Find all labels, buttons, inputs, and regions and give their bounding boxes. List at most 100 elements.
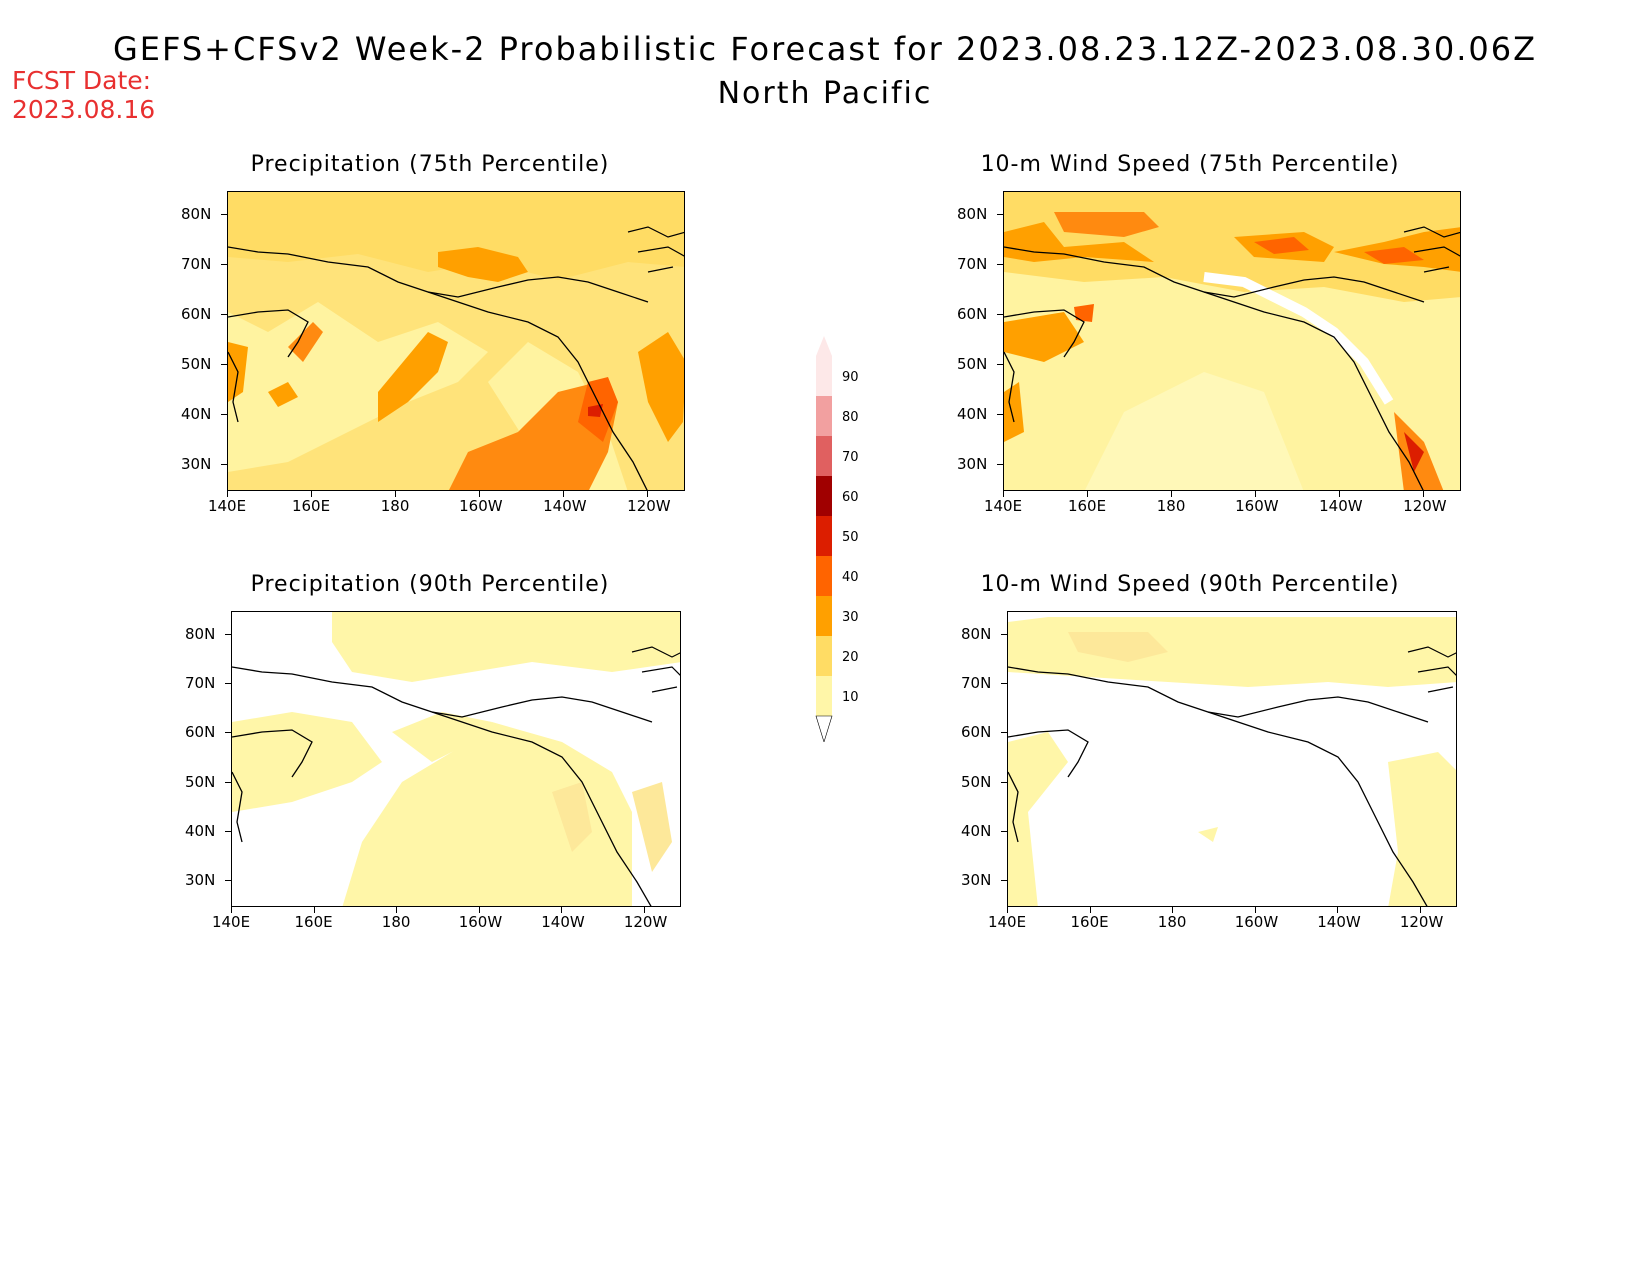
lon-tick-label: 160E: [1070, 913, 1109, 931]
lon-tick-label: 140W: [543, 497, 587, 515]
map-wind-90: [1007, 611, 1457, 907]
lon-tick-label: 120W: [1403, 497, 1447, 515]
precip-75-shading: [228, 192, 684, 490]
lat-tick: [225, 633, 231, 635]
lat-tick-label: 40N: [181, 405, 212, 423]
lon-tick: [1339, 491, 1341, 497]
colorbar-swatch: [816, 556, 832, 596]
precip-90-shading: [232, 612, 680, 906]
lon-tick: [1171, 491, 1173, 497]
lon-tick: [1337, 907, 1339, 913]
panel-title-precip-75: Precipitation (75th Percentile): [250, 152, 610, 177]
lon-tick-label: 160W: [1234, 913, 1279, 931]
lon-tick-label: 120W: [623, 913, 668, 931]
lat-tick-label: 30N: [957, 455, 988, 473]
lon-tick: [561, 907, 563, 913]
lat-tick-label: 30N: [181, 455, 212, 473]
lat-tick-label: 60N: [957, 305, 988, 323]
lon-tick: [313, 907, 315, 913]
lat-tick: [225, 732, 231, 734]
lon-tick: [563, 491, 565, 497]
map-precip-75: [227, 191, 685, 491]
colorbar-swatch: [816, 356, 832, 396]
lat-tick: [221, 314, 227, 315]
colorbar-swatch: [816, 636, 832, 676]
lon-tick: [1089, 907, 1091, 913]
lat-tick-label: 50N: [961, 772, 992, 791]
lon-tick: [1007, 907, 1008, 913]
colorbar-swatch: [816, 436, 832, 476]
lat-tick-label: 80N: [957, 205, 988, 223]
panel-title-wind-90: 10-m Wind Speed (90th Percentile): [980, 572, 1400, 597]
lat-tick-label: 30N: [185, 871, 216, 890]
colorbar-level-label: 90: [842, 370, 859, 385]
lon-tick: [479, 491, 481, 497]
lon-tick-label: 140W: [1317, 913, 1361, 931]
lat-tick: [997, 464, 1003, 465]
lat-tick-label: 70N: [957, 255, 988, 273]
map-precip-90: [231, 611, 681, 907]
lat-tick: [221, 264, 227, 265]
lon-tick: [643, 907, 645, 913]
lon-tick: [395, 491, 397, 497]
lat-tick-label: 50N: [185, 772, 216, 791]
lon-tick-label: 120W: [627, 497, 671, 515]
colorbar-level-label: 40: [842, 570, 859, 585]
lat-tick: [1001, 633, 1007, 635]
lat-tick-label: 60N: [961, 723, 992, 742]
colorbar-level-label: 10: [842, 690, 859, 705]
colorbar-level-label: 60: [842, 490, 859, 505]
lat-tick: [221, 464, 227, 465]
colorbar-level-label: 80: [842, 410, 859, 425]
lat-tick-label: 70N: [961, 674, 992, 692]
lat-tick-label: 60N: [185, 723, 216, 742]
lat-tick: [997, 364, 1003, 365]
figure-title: GEFS+CFSv2 Week-2 Probabilistic Forecast…: [112, 30, 1538, 68]
lat-tick: [225, 683, 231, 684]
lon-tick: [396, 907, 398, 913]
wind-75-shading: [1004, 212, 1460, 490]
lon-tick-label: 160E: [1067, 497, 1107, 515]
colorbar-level-label: 50: [842, 530, 859, 545]
lon-tick-label: 140E: [211, 913, 251, 931]
lat-tick: [997, 214, 1003, 215]
lon-tick-label: 160W: [459, 497, 503, 515]
lat-tick: [225, 831, 231, 832]
lon-tick: [1172, 907, 1174, 913]
lon-tick-label: 120W: [1399, 913, 1444, 931]
lon-tick: [227, 491, 228, 497]
colorbar-cap-top: [816, 336, 832, 356]
colorbar-swatch: [816, 516, 832, 556]
lat-tick: [1001, 683, 1007, 684]
lat-tick-label: 40N: [957, 405, 988, 423]
colorbar-swatch: [816, 396, 832, 436]
lat-tick: [1001, 831, 1007, 832]
lat-tick: [997, 414, 1003, 415]
lat-tick-label: 70N: [185, 674, 216, 692]
lat-tick-label: 40N: [185, 822, 216, 840]
lon-tick: [1087, 491, 1089, 497]
lon-tick-label: 160W: [1235, 497, 1279, 515]
colorbar: [815, 336, 833, 742]
lat-tick-label: 80N: [185, 624, 216, 643]
lon-tick: [1003, 491, 1004, 497]
colorbar-swatch: [816, 596, 832, 636]
lat-tick: [221, 414, 227, 415]
panel-title-precip-90: Precipitation (90th Percentile): [250, 572, 610, 597]
lat-tick: [225, 880, 231, 882]
lon-tick: [311, 491, 313, 497]
lon-tick-label: 140W: [1319, 497, 1363, 515]
lat-tick-label: 30N: [961, 871, 992, 890]
lon-tick-label: 160E: [294, 913, 333, 931]
lat-tick-label: 70N: [181, 255, 212, 273]
colorbar-swatch: [816, 676, 832, 716]
map-wind-75: [1003, 191, 1461, 491]
lon-tick-label: 180: [1156, 497, 1186, 515]
colorbar-cap-bottom: [815, 715, 833, 742]
lat-tick-label: 50N: [957, 355, 988, 373]
lat-tick-label: 80N: [961, 624, 992, 643]
lat-tick: [225, 781, 231, 783]
lat-tick-label: 50N: [181, 355, 212, 373]
wind-90-shading: [1008, 617, 1456, 906]
lon-tick-label: 160W: [458, 913, 503, 931]
